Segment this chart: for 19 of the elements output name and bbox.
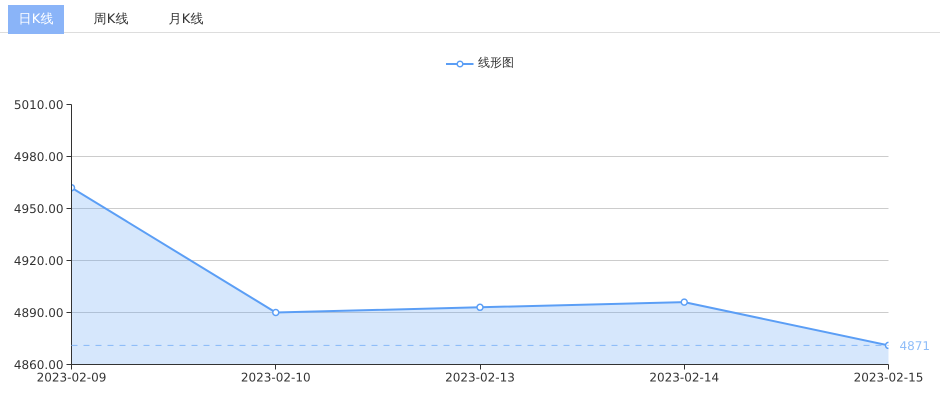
point	[680, 298, 688, 306]
x-tick-label: 2023-02-09	[36, 370, 106, 384]
text: 周K线	[92, 11, 130, 29]
y-tick-label: 4950.00	[14, 202, 64, 216]
text: 月K线	[168, 11, 204, 29]
legend-label: 线形图	[478, 54, 514, 72]
x-tick-label: 2023-02-15	[854, 370, 924, 384]
x-tick-label: 2023-02-14	[649, 370, 720, 384]
y-tick-label: 5010.00	[14, 98, 64, 112]
y-tick-label: 4860.00	[14, 358, 64, 372]
point	[476, 304, 484, 312]
ref-line-label: 4871	[900, 338, 930, 353]
y-tick-label: 4980.00	[14, 150, 64, 164]
x-tick-label: 2023-02-13	[445, 370, 515, 384]
y-tick-label: 4890.00	[14, 306, 64, 320]
point	[272, 308, 280, 316]
text: 日K线	[8, 5, 64, 34]
x-tick-label: 2023-02-10	[240, 370, 311, 384]
y-tick-label: 4920.00	[14, 254, 64, 268]
